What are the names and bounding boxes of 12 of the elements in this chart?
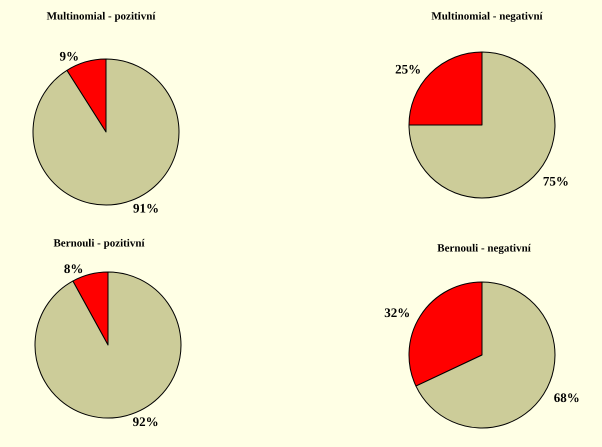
data-label: 91% [133, 200, 160, 216]
data-label: 25% [395, 62, 422, 77]
data-label: 68% [554, 390, 580, 405]
data-label: 9% [59, 48, 79, 64]
data-label: 75% [542, 173, 569, 188]
chart-title: Multinomial - negativní [431, 10, 544, 22]
chart-title: Multinomial - pozitivní [46, 10, 156, 22]
chart-title: Bernouli - pozitivní [53, 238, 146, 250]
data-label: 8% [64, 260, 84, 276]
data-label: 32% [384, 305, 410, 320]
chart-title: Bernouli - negativní [437, 242, 532, 254]
data-label: 92% [132, 414, 159, 430]
